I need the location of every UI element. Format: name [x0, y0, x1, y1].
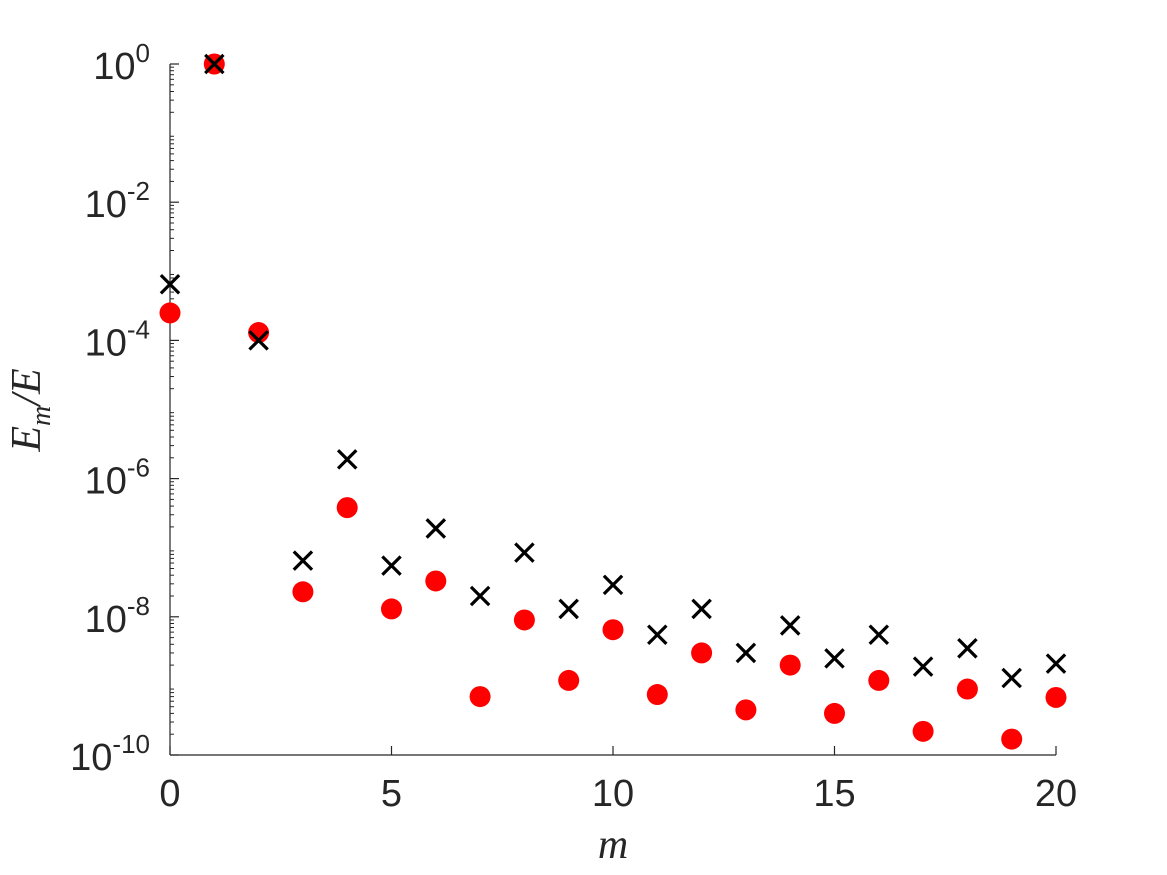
cross-stroke: [868, 624, 890, 646]
x-tick-label: 15: [813, 773, 855, 815]
series-2-point: [1045, 653, 1067, 674]
x-tick-label: 20: [1035, 773, 1077, 815]
y-tick-exponent: -4: [127, 314, 150, 344]
y-tick-exponent: 0: [136, 38, 150, 68]
cross-stroke: [1045, 653, 1067, 674]
cross-stroke: [735, 642, 757, 664]
series-1-point: [469, 686, 491, 708]
series-1-point: [646, 684, 668, 706]
series-2-point: [957, 638, 978, 659]
cross-stroke: [381, 555, 402, 576]
y-tick-base: 10: [93, 46, 135, 88]
series-1-point: [558, 669, 580, 691]
y-tick-base: 10: [70, 737, 112, 779]
x-tick-label: 5: [381, 773, 402, 815]
series-2-point: [735, 642, 757, 664]
series-1-point: [336, 497, 358, 519]
y-tick-base: 10: [85, 184, 127, 226]
y-tick-label: 10-4: [85, 314, 150, 364]
y-axis-label-main: E: [4, 426, 50, 453]
series-1-point: [824, 702, 845, 724]
series-2-point: [292, 550, 314, 571]
series-1-point: [868, 669, 890, 691]
series-2-point: [824, 648, 845, 669]
data-marks: [159, 53, 1067, 750]
y-tick-base: 10: [85, 461, 127, 503]
series-1-point: [425, 570, 447, 592]
series-1-point: [248, 322, 270, 344]
series-1-point: [735, 699, 757, 721]
series-2-point: [425, 518, 447, 539]
cross-stroke: [514, 542, 535, 563]
y-tick-label: 10-6: [85, 453, 150, 503]
series-2-point: [868, 624, 890, 646]
series-2-point: [602, 574, 624, 596]
series-2-point: [204, 53, 225, 75]
series-2-point: [336, 449, 358, 470]
series-1-point: [779, 654, 801, 676]
series-2-point: [691, 598, 712, 620]
series-2-point: [912, 656, 934, 677]
series-1-point: [1001, 728, 1023, 750]
cross-stroke: [691, 598, 712, 620]
y-tick-label: 10-8: [85, 591, 150, 641]
y-tick-label: 100: [93, 38, 150, 88]
y-tick-label: 10-2: [85, 176, 150, 226]
cross-stroke: [602, 574, 624, 596]
cross-stroke: [1001, 667, 1022, 689]
series-2-point: [558, 598, 579, 620]
series-2-point: [647, 624, 668, 646]
cross-stroke: [159, 273, 181, 295]
cross-stroke: [824, 648, 845, 669]
y-tick-exponent: -6: [127, 453, 150, 483]
y-axis-label-sub: m: [26, 406, 57, 426]
cross-stroke: [336, 449, 358, 470]
series-2-point: [779, 615, 801, 636]
series-2-point: [381, 555, 402, 576]
y-tick-label: 10-10: [70, 729, 150, 779]
cross-stroke: [912, 656, 934, 677]
cross-stroke: [779, 615, 801, 636]
y-tick-base: 10: [85, 322, 127, 364]
series-1-point: [513, 609, 535, 631]
series-2-point: [469, 585, 491, 607]
y-tick-base: 10: [85, 599, 127, 641]
cross-stroke: [469, 585, 491, 607]
cross-stroke: [647, 624, 668, 646]
series-2-point: [159, 273, 181, 295]
cross-stroke: [425, 518, 447, 539]
series-2-point: [1001, 667, 1022, 689]
series-1-point: [292, 581, 314, 603]
cross-stroke: [248, 330, 269, 351]
cross-stroke: [204, 53, 225, 75]
y-tick-exponent: -8: [127, 591, 150, 621]
x-axis-label: m: [598, 822, 628, 868]
series-1-point: [691, 642, 713, 664]
cross-stroke: [292, 550, 314, 571]
series-1-point: [159, 302, 181, 324]
series-1-point: [602, 619, 624, 641]
y-axis-label-tail: /E: [4, 368, 50, 407]
series-1-point: [381, 598, 402, 620]
cross-stroke: [957, 638, 978, 659]
x-tick-label: 10: [592, 773, 634, 815]
series-1-point: [956, 678, 978, 700]
y-tick-exponent: -10: [112, 729, 150, 759]
x-tick-label: 0: [159, 773, 180, 815]
y-axis-label: Em/E: [4, 368, 57, 452]
series-1-point: [912, 720, 934, 742]
y-tick-exponent: -2: [127, 176, 150, 206]
cross-stroke: [558, 598, 579, 620]
series-1-point: [1045, 686, 1067, 708]
series-2-point: [248, 330, 269, 351]
series-2-point: [514, 542, 535, 563]
